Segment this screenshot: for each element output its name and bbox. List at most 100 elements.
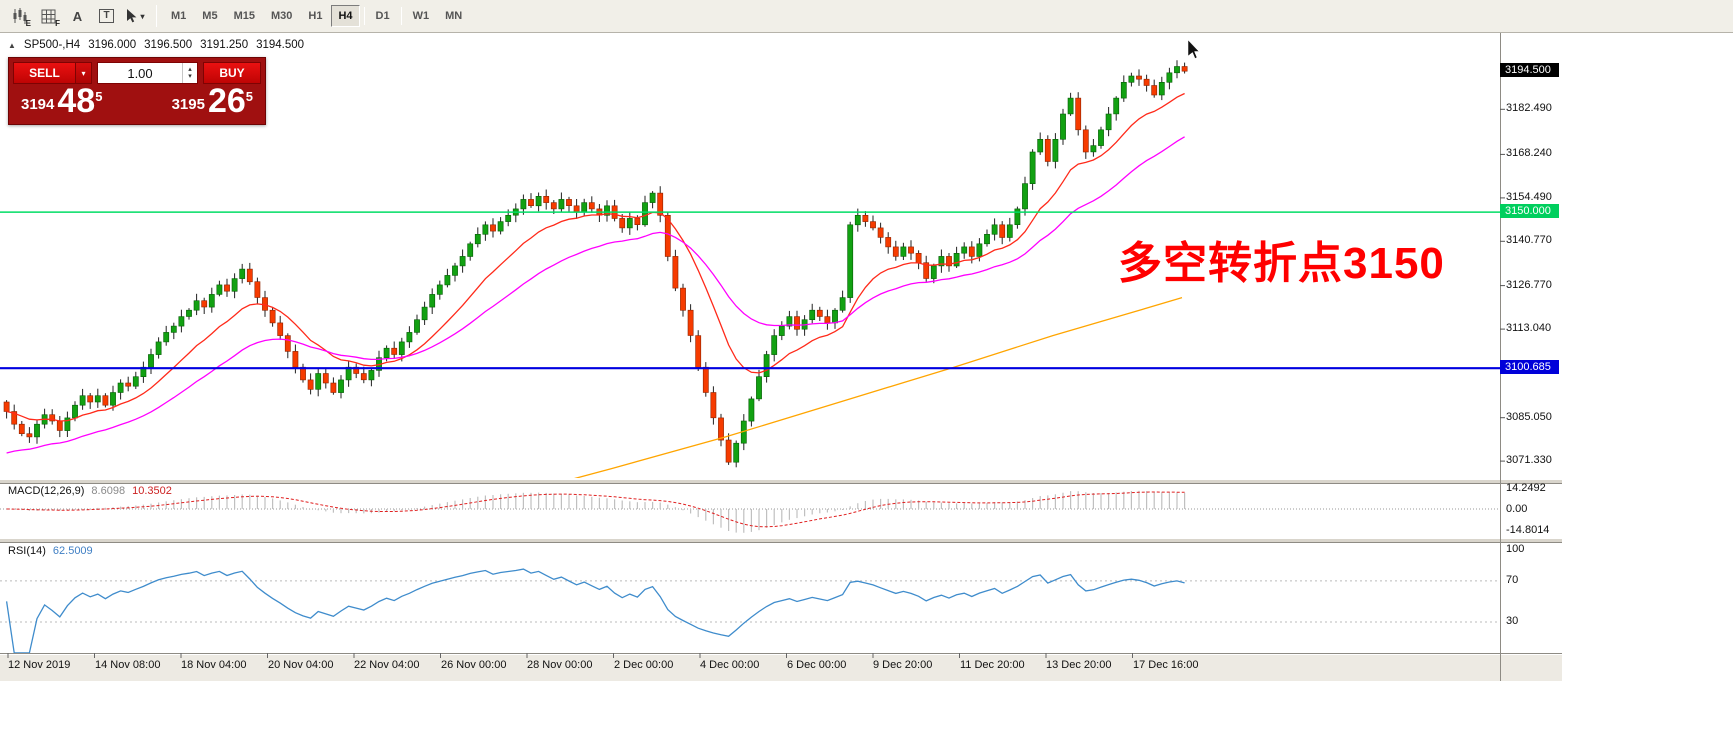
rsi-axis-30: 30 <box>1506 615 1519 627</box>
buy-price[interactable]: 3195 26 5 <box>171 82 253 120</box>
time-axis-label: 17 Dec 16:00 <box>1133 659 1199 671</box>
timeframe-button-h4[interactable]: H4 <box>331 5 360 27</box>
price-axis-tick: 3154.490 <box>1506 191 1552 203</box>
timeframe-button-w1[interactable]: W1 <box>412 10 430 22</box>
timeframe-button-mn[interactable]: MN <box>445 10 463 22</box>
timeframe-button-m1[interactable]: M1 <box>171 10 187 22</box>
time-axis-label: 20 Nov 04:00 <box>268 659 334 671</box>
sub-letter-e: E <box>25 18 31 28</box>
ohlc-high: 3196.500 <box>144 39 193 51</box>
timeframe-toolbar: M1 M5 M15 M30 H1 H4 D1 W1 MN <box>163 5 470 27</box>
time-axis-label: 9 Dec 20:00 <box>873 659 933 671</box>
ohlc-open: 3196.000 <box>88 39 137 51</box>
candlestick-chart-icon[interactable]: E <box>6 4 33 29</box>
macd-axis-max: 14.2492 <box>1506 482 1546 494</box>
time-axis-label: 12 Nov 2019 <box>8 659 71 671</box>
price-axis-tick: 3140.770 <box>1506 234 1552 246</box>
buy-button[interactable]: BUY <box>203 62 261 84</box>
candles-glyph <box>13 8 26 24</box>
spin-down-icon: ▾ <box>188 73 192 80</box>
ohlc-low: 3191.250 <box>200 39 249 51</box>
chart-tools-group: E F A T ▾ <box>5 4 150 29</box>
toolbar-separator <box>400 7 402 25</box>
caret-down-icon: ▾ <box>140 11 145 21</box>
ma-fast-line <box>6 92 1185 422</box>
ma-slow-line <box>574 296 1183 478</box>
timeframe-button-h1[interactable]: H1 <box>308 10 323 22</box>
timeframe-button-m30[interactable]: M30 <box>270 10 293 22</box>
price-axis-tick: 3113.040 <box>1506 322 1552 334</box>
cursor-tool-icon[interactable]: ▾ <box>122 4 149 29</box>
price-axis-tick: 3085.050 <box>1506 411 1552 423</box>
price-axis-tick: 3168.240 <box>1506 147 1552 159</box>
sell-button-label: SELL <box>29 66 60 80</box>
rsi-name: RSI(14) <box>8 545 46 557</box>
trade-prices: 3194 48 5 3195 26 5 <box>9 82 265 124</box>
one-click-trading-panel: SELL ▾ ▴ ▾ BUY 3194 <box>8 57 266 125</box>
buy-button-label: BUY <box>219 66 245 80</box>
sell-price-sup: 5 <box>95 89 103 104</box>
collapse-triangle-icon[interactable]: ▲ <box>8 40 16 50</box>
time-axis-label: 28 Nov 00:00 <box>527 659 593 671</box>
text-tool-icon[interactable]: T <box>93 4 120 29</box>
time-axis-strip[interactable] <box>0 653 1562 681</box>
ma-mid-line <box>6 136 1185 454</box>
macd-histogram <box>13 490 1186 533</box>
time-axis-label: 13 Dec 20:00 <box>1046 659 1112 671</box>
buy-price-sup: 5 <box>245 89 253 104</box>
toolbar-separator <box>363 7 365 25</box>
letter-a-glyph: A <box>72 8 83 24</box>
grid-icon[interactable]: F <box>35 4 62 29</box>
label-a-tool-icon[interactable]: A <box>64 4 91 29</box>
grid-glyph <box>41 9 56 23</box>
rsi-line <box>5 568 1185 653</box>
macd-signal-line <box>6 491 1185 528</box>
volume-box: ▴ ▾ <box>97 62 198 84</box>
toolbar-separator <box>156 5 157 27</box>
rsi-label: RSI(14) 62.5009 <box>8 545 93 557</box>
time-axis-label: 11 Dec 20:00 <box>960 659 1025 671</box>
symbol-name: SP500-,H4 <box>23 39 81 51</box>
time-axis-label: 2 Dec 00:00 <box>614 659 674 671</box>
panel-splitter-rsi[interactable] <box>0 538 1562 543</box>
mouse-cursor-icon <box>1187 39 1200 59</box>
buy-price-pips: 26 <box>207 82 246 120</box>
spin-up-icon: ▴ <box>188 66 192 73</box>
macd-axis-zero: 0.00 <box>1506 503 1528 515</box>
price-badge-level-blue: 3100.685 <box>1500 360 1559 374</box>
macd-name: MACD(12,26,9) <box>8 485 85 497</box>
time-axis-label: 26 Nov 00:00 <box>441 659 507 671</box>
chart-window: ▲ SP500-,H4 3196.000 3196.500 3191.250 3… <box>0 33 1733 753</box>
price-axis-tick: 3126.770 <box>1506 279 1552 291</box>
top-toolbar: E F A T ▾ M <box>0 0 1733 33</box>
cursor-glyph <box>127 9 137 23</box>
time-axis-label: 14 Nov 08:00 <box>95 659 161 671</box>
macd-axis-min: -14.8014 <box>1506 524 1550 536</box>
symbol-header: ▲ SP500-,H4 3196.000 3196.500 3191.250 3… <box>8 39 304 51</box>
sub-letter-f: F <box>55 18 60 28</box>
timeframe-button-d1[interactable]: D1 <box>375 10 390 22</box>
price-axis-tick: 3071.330 <box>1506 454 1552 466</box>
price-badge-current: 3194.500 <box>1500 63 1559 77</box>
volume-input[interactable] <box>98 63 182 83</box>
letter-t-glyph: T <box>99 9 114 23</box>
ohlc-close: 3194.500 <box>256 39 305 51</box>
sell-price[interactable]: 3194 48 5 <box>21 84 103 118</box>
rsi-value: 62.5009 <box>52 545 93 557</box>
time-axis-label: 22 Nov 04:00 <box>354 659 420 671</box>
sell-dropdown-caret[interactable]: ▾ <box>76 62 92 84</box>
buy-price-main: 3195 <box>171 95 205 113</box>
price-axis[interactable]: 3194.500 3150.000 3100.685 14.2492 0.00 … <box>1500 33 1566 681</box>
sell-button[interactable]: SELL <box>13 62 76 84</box>
timeframe-button-m5[interactable]: M5 <box>202 10 218 22</box>
rsi-axis-100: 100 <box>1506 543 1525 555</box>
volume-spinner[interactable]: ▴ ▾ <box>182 63 197 83</box>
macd-value-signal: 10.3502 <box>132 485 172 497</box>
chart-annotation-text[interactable]: 多空转折点3150 <box>1118 239 1445 288</box>
price-chart-canvas[interactable] <box>0 33 1733 753</box>
moving-averages-layer <box>6 92 1185 478</box>
timeframe-button-m15[interactable]: M15 <box>233 10 255 22</box>
panel-splitter-macd[interactable] <box>0 479 1562 484</box>
trade-controls-row: SELL ▾ ▴ ▾ BUY <box>9 58 265 86</box>
